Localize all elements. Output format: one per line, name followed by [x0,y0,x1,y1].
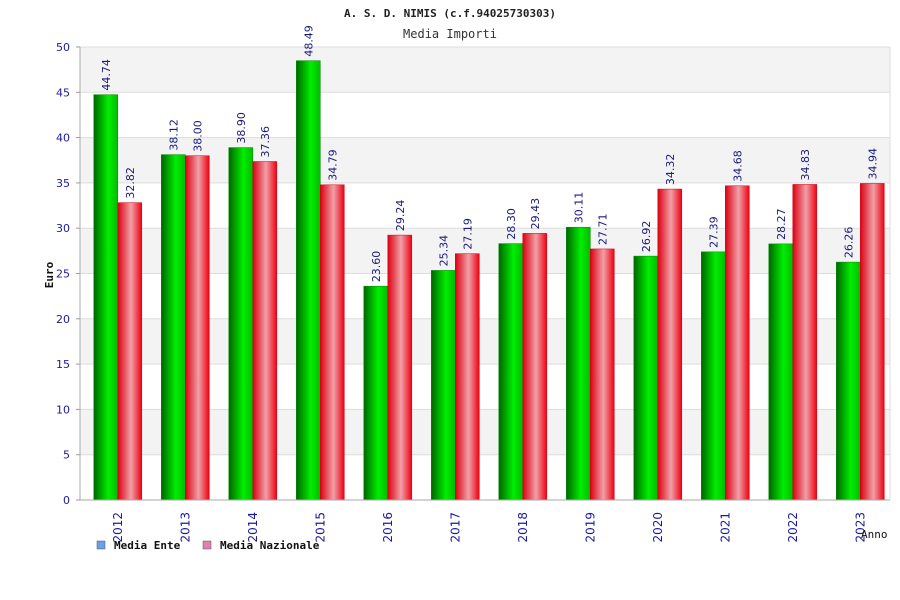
bar-media-ente-2013 [161,154,186,501]
bar-media-ente-2012 [93,94,119,501]
legend-label: Media Ente [114,539,181,552]
data-label: 34.68 [731,150,744,182]
x-tick-label: 2015 [313,512,327,543]
bar-media-ente-2022 [768,243,794,501]
x-tick-label: 2021 [718,512,732,543]
y-tick-label: 0 [63,494,70,507]
data-label: 26.26 [842,227,855,259]
y-tick-label: 50 [56,41,70,54]
plot-band [80,137,890,183]
data-label: 30.11 [572,192,585,224]
data-label: 37.36 [259,126,272,158]
legend: Media Ente Media Nazionale [96,539,320,552]
chart-subtitle: Media Importi [403,27,497,41]
bar-media-nazionale-2021 [725,185,750,501]
y-tick-label: 25 [56,268,70,281]
bar-media-ente-2019 [566,226,591,501]
bar-media-ente-2016 [363,285,389,501]
data-label: 27.19 [461,218,474,250]
x-tick-label: 2016 [381,512,395,543]
data-labels-layer: 44.74 32.82 38.12 38.00 38.90 37.36 48.49 34.79… [100,25,879,283]
x-tick-label: 2022 [786,512,800,543]
data-label: 48.49 [302,25,315,57]
legend-swatch [202,540,212,550]
bar-media-nazionale-2014 [252,161,278,501]
bar-media-ente-2017 [431,270,456,501]
bar-media-nazionale-2016 [387,234,413,501]
legend-swatch [96,540,106,550]
data-label: 28.30 [505,208,518,240]
legend-label: Media Nazionale [220,539,320,552]
y-tick-label: 45 [56,86,70,99]
data-label: 34.83 [799,149,812,181]
y-axis-label: Euro [43,261,56,288]
data-label: 25.34 [437,235,450,267]
bar-media-ente-2020 [633,255,659,501]
x-tick-label: 2014 [246,512,260,543]
bar-media-nazionale-2019 [590,248,615,501]
x-tick-label: 2013 [178,512,192,543]
axes [79,47,891,501]
plot-background-bands [80,47,890,455]
data-label: 28.27 [775,208,788,240]
x-tick-label: 2023 [853,512,867,543]
bars-layer [93,60,885,501]
chart-title: A. S. D. NIMIS (c.f.94025730303) [344,7,556,20]
y-tick-label: 40 [56,132,70,145]
data-label: 34.32 [664,154,677,186]
y-tick-labels: 0 5 10 15 20 25 30 35 40 45 50 [56,41,70,507]
plot-band [80,409,890,455]
data-label: 27.39 [707,216,720,248]
bar-media-nazionale-2023 [860,183,885,501]
data-label: 26.92 [640,221,653,253]
data-label: 38.00 [191,120,204,152]
y-tick-label: 15 [56,358,70,371]
bar-media-ente-2021 [701,251,726,501]
y-tick-label: 35 [56,177,70,190]
bar-media-nazionale-2022 [792,184,818,501]
data-label: 29.43 [529,198,542,230]
bar-media-ente-2014 [228,147,254,501]
x-tick-labels: 2012 2013 2014 2015 2016 2017 2018 2019 2020 2021… [111,512,867,543]
bar-media-nazionale-2017 [455,253,480,501]
bar-media-ente-2023 [836,261,861,501]
bar-media-nazionale-2013 [185,155,210,501]
y-tick-label: 5 [63,449,70,462]
data-label: 29.24 [394,200,407,232]
gridlines [76,46,890,501]
y-tick-label: 20 [56,313,70,326]
plot-band [80,228,890,274]
bar-media-nazionale-2012 [117,202,143,501]
data-label: 27.71 [596,213,609,245]
data-label: 32.82 [124,167,137,199]
x-tick-label: 2020 [651,512,665,543]
bar-media-ente-2018 [498,243,524,501]
x-tick-label: 2018 [516,512,530,543]
bar-media-nazionale-2015 [320,184,345,501]
bar-media-ente-2015 [296,60,321,501]
plot-band [80,47,890,93]
y-tick-label: 30 [56,222,70,235]
data-label: 44.74 [100,59,113,91]
data-label: 38.12 [167,119,180,151]
data-label: 23.60 [370,251,383,283]
data-label: 34.79 [326,149,339,181]
x-tick-label: 2019 [583,512,597,543]
data-label: 38.90 [235,112,248,143]
y-tick-label: 10 [56,403,70,416]
data-label: 34.94 [866,148,879,180]
x-tick-label: 2012 [111,512,125,543]
plot-band [80,318,890,365]
x-tick-label: 2017 [448,512,462,543]
x-axis-label: Anno [861,528,888,541]
bar-media-nazionale-2018 [522,233,548,501]
bar-media-nazionale-2020 [657,188,683,501]
